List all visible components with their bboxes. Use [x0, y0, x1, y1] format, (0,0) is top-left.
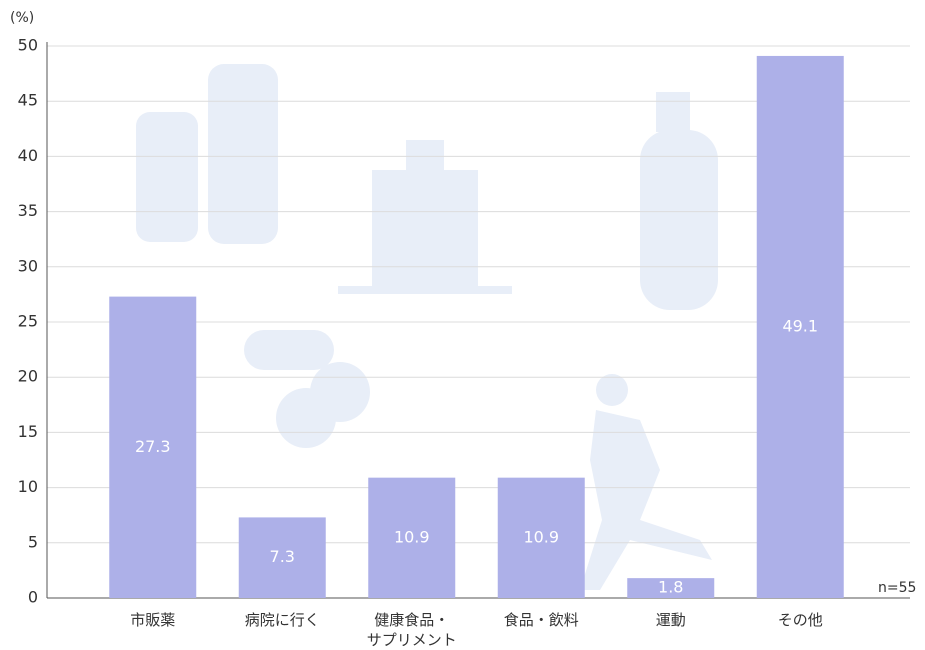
bar — [756, 55, 844, 599]
bar — [627, 578, 715, 598]
value-label: 1.8 — [658, 578, 683, 597]
value-label: 10.9 — [523, 527, 559, 546]
bar — [497, 477, 585, 598]
value-label: 7.3 — [270, 547, 295, 566]
y-tick-label: 10 — [18, 477, 38, 496]
x-tick-label: 健康食品・サプリメント — [367, 611, 457, 649]
note: n=55 — [878, 580, 916, 596]
x-tick-label: 病院に行く — [245, 611, 320, 629]
bar — [238, 517, 326, 598]
value-label: 27.3 — [135, 437, 171, 456]
bar — [109, 296, 197, 598]
y-tick-label: 45 — [18, 91, 38, 110]
y-tick-label: 50 — [18, 36, 38, 55]
x-tick-label: その他 — [778, 611, 823, 629]
y-tick-label: 0 — [28, 588, 38, 607]
y-tick-label: 35 — [18, 201, 38, 220]
y-tick-label: 25 — [18, 312, 38, 331]
y-tick-label: 40 — [18, 146, 38, 165]
y-unit: (%) — [10, 10, 34, 26]
y-tick-label: 30 — [18, 256, 38, 275]
y-tick-label: 15 — [18, 422, 38, 441]
x-tick-label: 市販薬 — [130, 611, 175, 629]
bar — [368, 477, 456, 598]
x-tick-label: 運動 — [656, 611, 686, 629]
value-label: 49.1 — [782, 316, 818, 335]
value-label: 10.9 — [394, 527, 430, 546]
y-tick-label: 20 — [18, 367, 38, 386]
y-tick-label: 5 — [28, 532, 38, 551]
x-tick-label: 食品・飲料 — [504, 611, 579, 629]
